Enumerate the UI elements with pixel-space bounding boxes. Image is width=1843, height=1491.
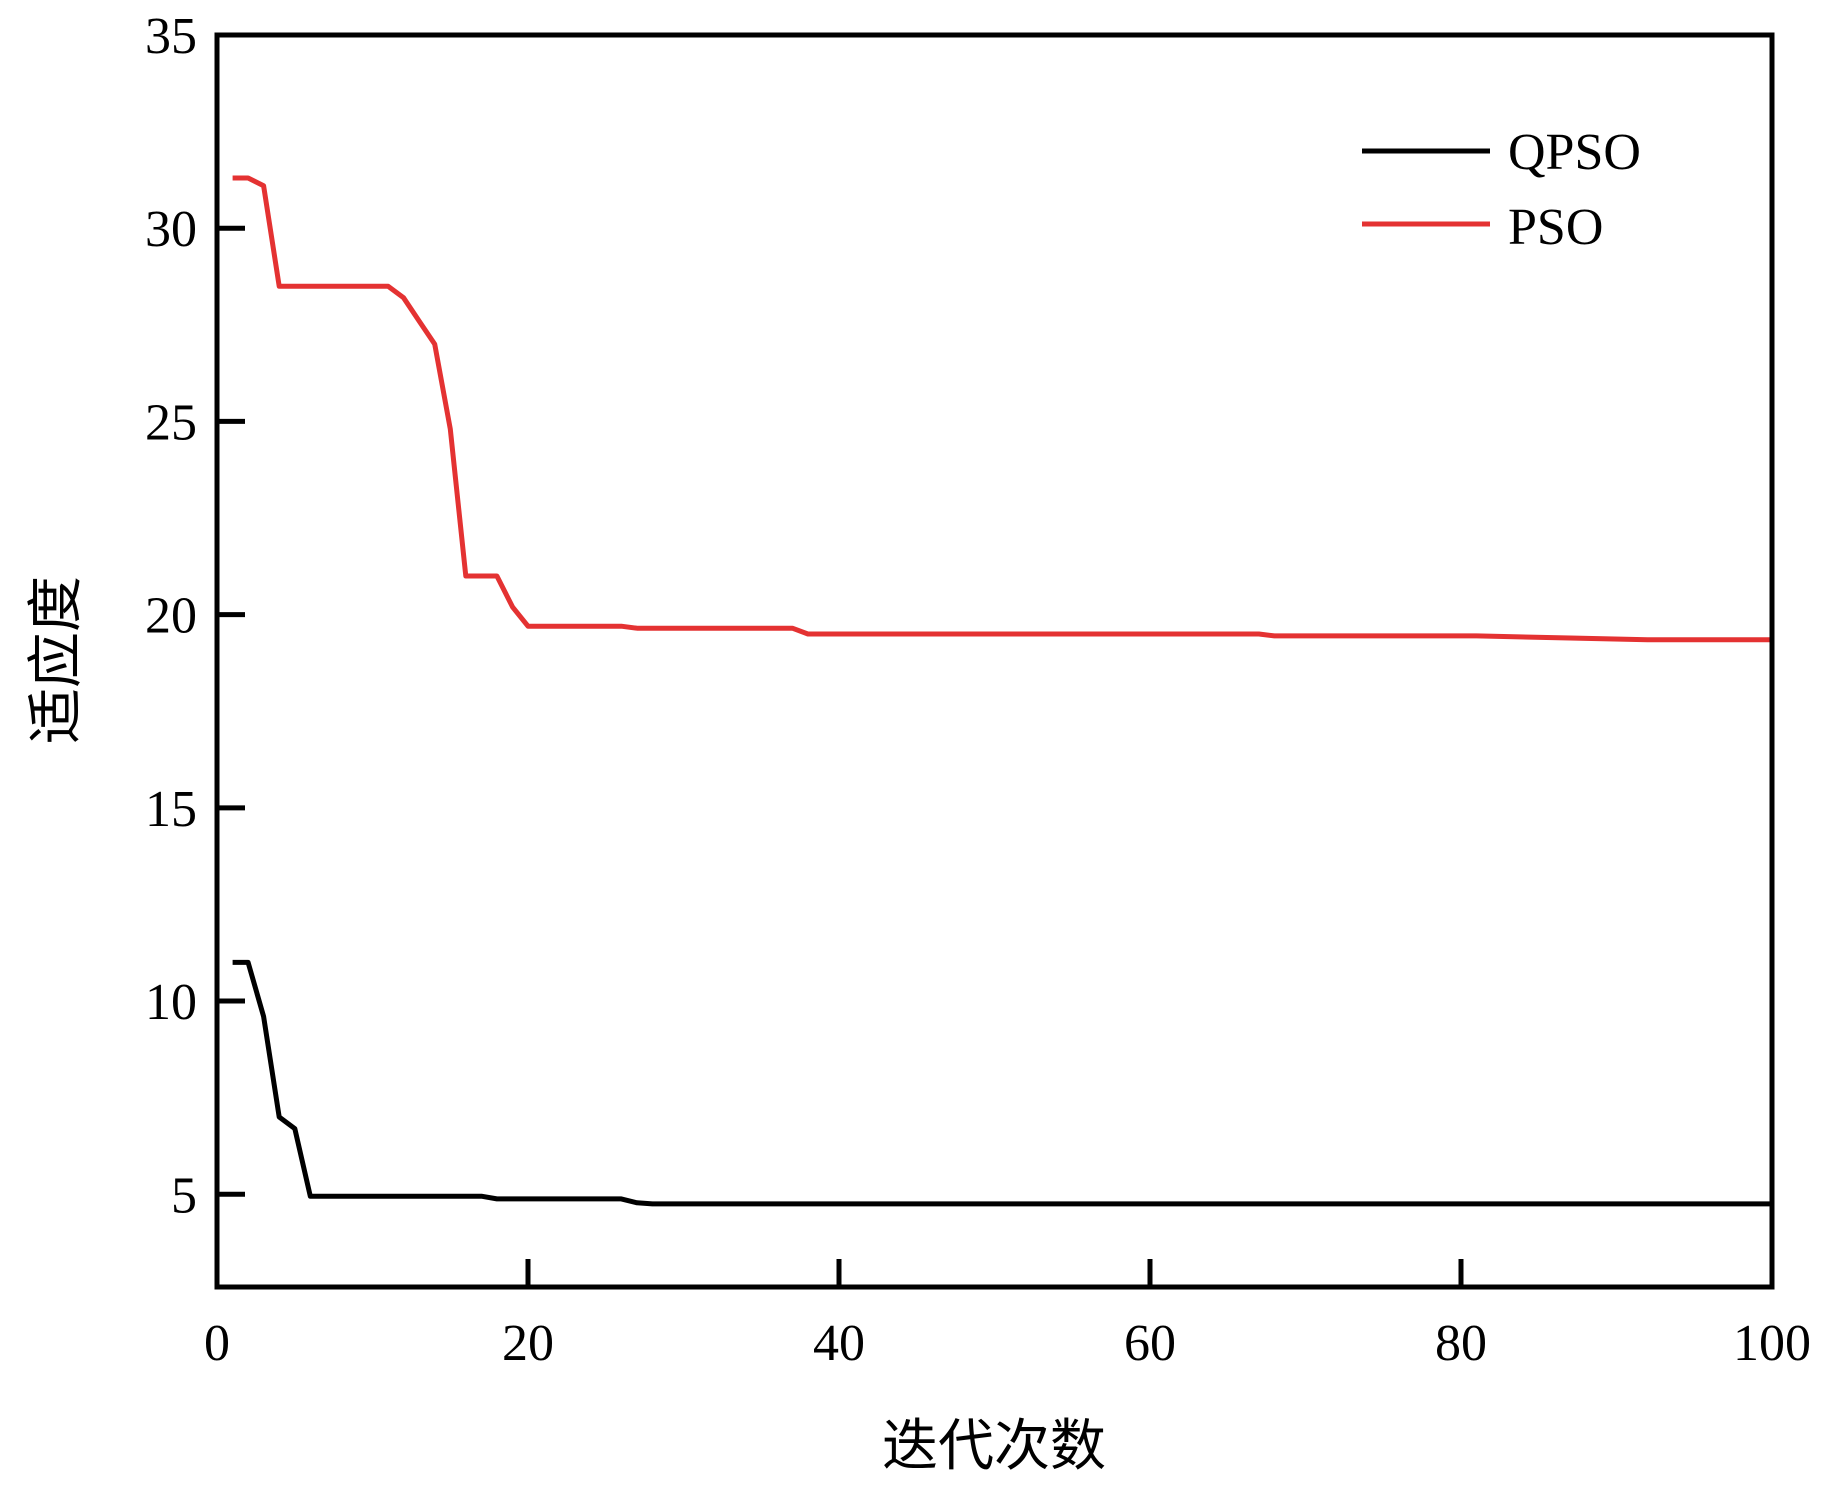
- series-line-qpso: [232, 959, 1772, 1207]
- series-line-pso: [232, 175, 1772, 643]
- y-axis-title: 适应度: [26, 576, 88, 744]
- x-tick-label: 60: [1124, 1315, 1176, 1372]
- x-axis-title: 迭代次数: [882, 1416, 1106, 1478]
- y-tick-label: 30: [145, 201, 197, 258]
- x-tick-label: 40: [813, 1315, 865, 1372]
- legend-label-pso: PSO: [1508, 199, 1603, 256]
- y-tick-label: 25: [145, 394, 197, 451]
- x-tick-label: 0: [204, 1315, 230, 1372]
- legend-label-qpso: QPSO: [1508, 124, 1641, 181]
- x-tick-label: 100: [1733, 1315, 1811, 1372]
- legend: QPSO PSO: [1362, 124, 1641, 256]
- series-layer: [232, 175, 1772, 1207]
- y-tick-label: 35: [145, 8, 197, 65]
- x-tick-label: 20: [502, 1315, 554, 1372]
- x-tick-label: 80: [1435, 1315, 1487, 1372]
- ticks-layer: 0 20 40 60 80 100 5 10 15 20 25 30 35: [145, 8, 1811, 1372]
- y-tick-label: 15: [145, 781, 197, 838]
- y-tick-label: 10: [145, 974, 197, 1031]
- y-tick-label: 20: [145, 588, 197, 645]
- y-tick-label: 5: [171, 1167, 197, 1224]
- plot-frame: [214, 32, 1775, 1290]
